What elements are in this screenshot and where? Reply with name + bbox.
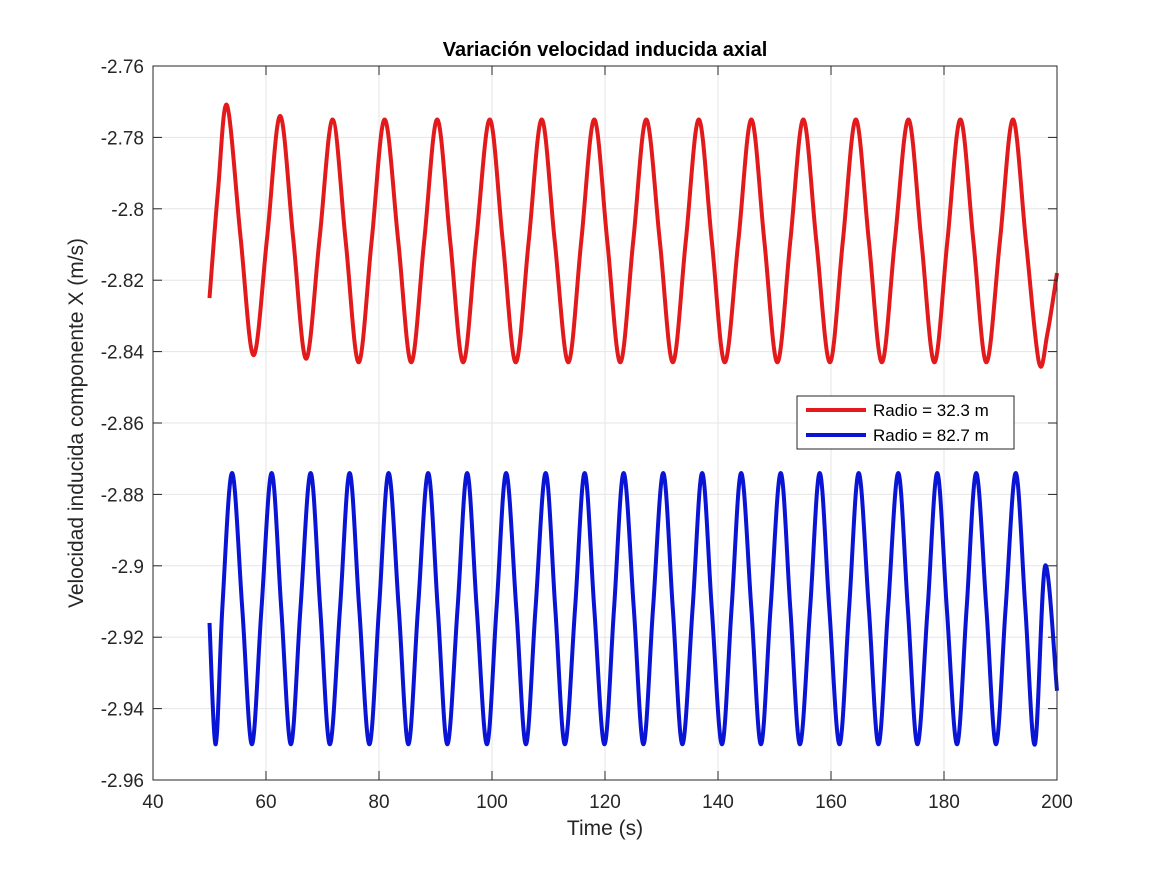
x-tick-label: 180 — [928, 792, 960, 813]
y-tick-label: -2.9 — [111, 557, 144, 578]
x-tick-label: 100 — [476, 792, 508, 813]
x-tick-label: 120 — [589, 792, 621, 813]
x-tick-labels: 40 60 80 100 120 140 160 180 200 — [142, 792, 1072, 813]
x-tick-label: 40 — [142, 792, 163, 813]
y-tick-label: -2.76 — [101, 57, 144, 78]
y-tick-label: -2.82 — [101, 271, 144, 292]
y-tick-labels: -2.76 -2.78 -2.8 -2.82 -2.84 -2.86 -2.88 -2.9 -2… — [101, 57, 145, 792]
chart-title: Variación velocidad inducida axial — [443, 39, 768, 61]
x-tick-label: 160 — [815, 792, 847, 813]
legend: Radio = 32.3 m Radio = 82.7 m — [796, 395, 1015, 450]
y-tick-label: -2.92 — [101, 628, 144, 649]
series-lines — [207, 102, 1059, 747]
x-tick-label: 80 — [368, 792, 389, 813]
axis-ticks — [152, 65, 1058, 781]
series-line-1 — [207, 102, 1059, 369]
x-tick-label: 200 — [1041, 792, 1073, 813]
legend-label-series-2: Radio = 82.7 m — [873, 426, 989, 445]
y-tick-label: -2.84 — [101, 343, 145, 364]
y-axis-label: Velocidad inducida componente X (m/s) — [65, 238, 88, 608]
series-line-2 — [207, 470, 1059, 747]
x-axis-label: Time (s) — [567, 817, 643, 840]
y-tick-label: -2.8 — [111, 200, 144, 221]
y-tick-label: -2.96 — [101, 771, 144, 792]
y-tick-label: -2.78 — [101, 128, 144, 149]
legend-label-series-1: Radio = 32.3 m — [873, 401, 989, 420]
y-tick-label: -2.88 — [101, 485, 144, 506]
x-tick-label: 60 — [255, 792, 276, 813]
y-tick-label: -2.94 — [101, 700, 145, 721]
legend-box — [796, 395, 1015, 450]
x-tick-label: 140 — [702, 792, 734, 813]
y-tick-label: -2.86 — [101, 414, 144, 435]
